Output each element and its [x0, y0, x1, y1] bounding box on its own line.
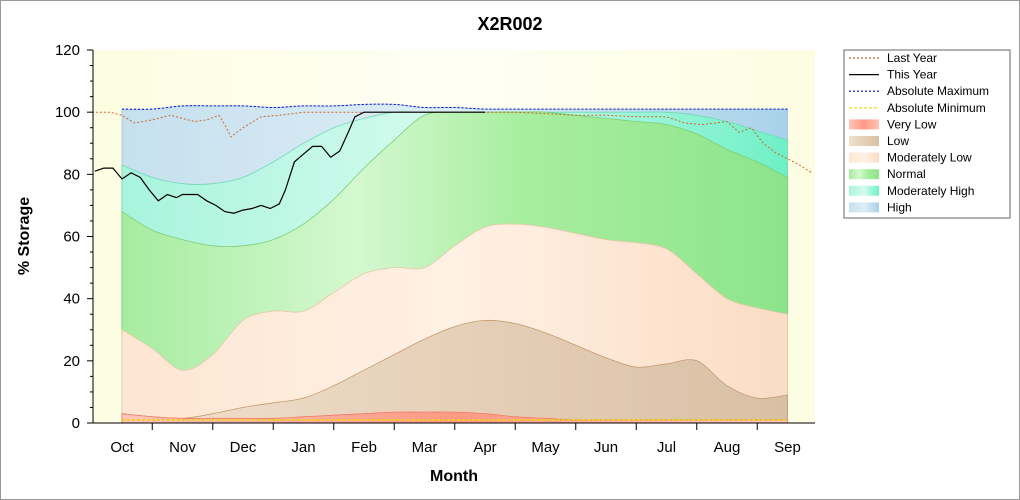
legend-label-high: High [887, 200, 912, 214]
y-tick-label: 80 [63, 166, 80, 183]
y-axis-title: % Storage [16, 197, 33, 275]
legend-label-low: Low [887, 134, 909, 148]
x-tick-label: Apr [473, 439, 496, 456]
legend-swatch-high [849, 202, 879, 213]
absolute-maximum-line [121, 103, 788, 110]
y-tick-label: 40 [63, 291, 80, 308]
y-tick-label: 100 [55, 104, 80, 121]
x-tick-label: Aug [714, 439, 741, 456]
legend-label-normal: Normal [887, 167, 926, 181]
band-low [121, 319, 788, 424]
y-tick-label: 60 [63, 229, 80, 246]
x-ticks: Oct Nov Dec Jan Feb Mar Apr May Jun Jul Aug Sep [110, 423, 801, 456]
x-axis-title: Month [430, 468, 478, 485]
this-year-line [94, 111, 485, 214]
chart-title: X2R002 [477, 14, 542, 34]
legend-label-last-year: Last Year [887, 51, 937, 65]
y-tick-label: 20 [63, 353, 80, 370]
x-tick-label: Dec [230, 439, 257, 456]
x-tick-label: May [531, 439, 560, 456]
y-ticks: 0 20 40 60 80 100 120 [55, 42, 93, 432]
legend-label-absolute-maximum: Absolute Maximum [887, 84, 989, 98]
legend-swatch-low [849, 136, 879, 146]
y-tick-label: 0 [72, 415, 80, 432]
legend-label-absolute-minimum: Absolute Minimum [887, 101, 986, 115]
legend-swatch-moderately-high [849, 185, 879, 196]
x-tick-label: Nov [169, 439, 196, 456]
x-tick-label: Jan [291, 439, 315, 456]
y-tick-label: 120 [55, 42, 80, 59]
x-tick-label: Jun [594, 439, 618, 456]
x-tick-label: Jul [657, 439, 676, 456]
x-tick-label: Feb [351, 439, 377, 456]
legend-swatch-normal [849, 169, 879, 180]
x-tick-label: Sep [774, 439, 801, 456]
x-tick-label: Mar [412, 439, 438, 456]
legend-label-this-year: This Year [887, 68, 937, 82]
x-tick-label: Oct [110, 439, 134, 456]
legend-label-moderately-high: Moderately High [887, 184, 974, 198]
legend-swatch-very-low [849, 119, 879, 130]
legend-swatch-moderately-low [849, 152, 879, 163]
legend: Last Year This Year Absolute Maximum Absolu… [843, 49, 1011, 219]
band-layer [121, 103, 788, 424]
legend-label-moderately-low: Moderately Low [887, 151, 972, 165]
legend-label-very-low: Very Low [887, 117, 937, 131]
line-layer [91, 103, 812, 421]
